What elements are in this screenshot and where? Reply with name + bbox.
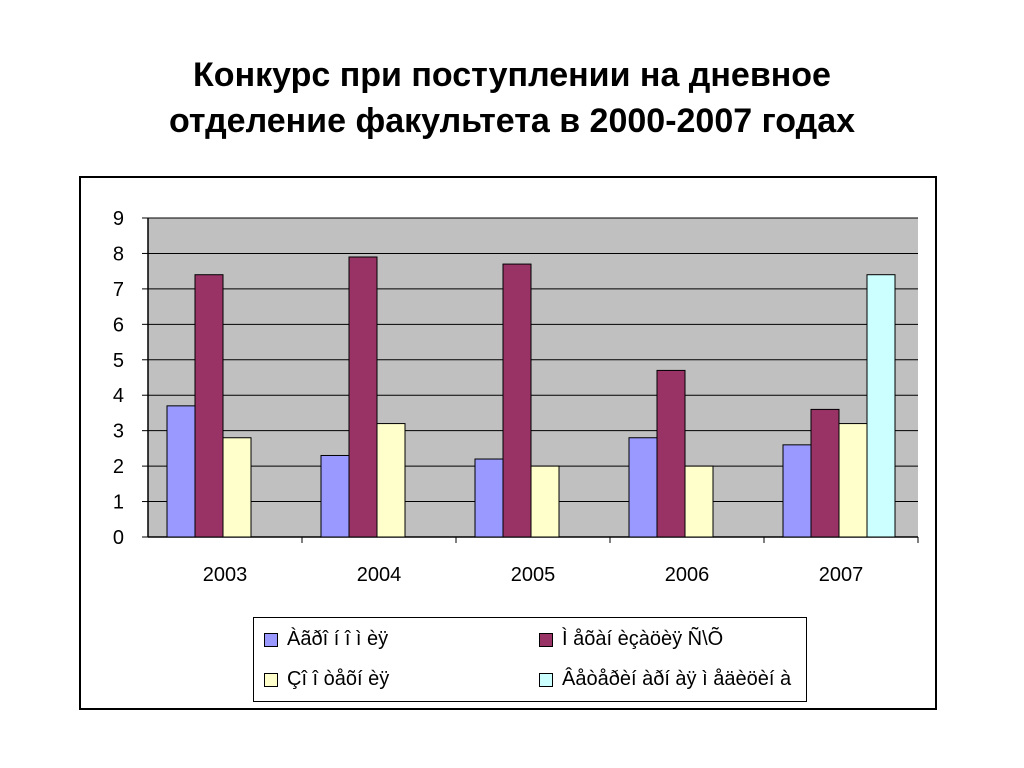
legend-swatch-series-1 xyxy=(264,632,278,647)
bar-series-2-2005 xyxy=(502,263,532,538)
y-tick-label: 6 xyxy=(113,314,124,336)
bar-series-3-2004 xyxy=(376,423,406,538)
x-category-label: 2005 xyxy=(511,564,556,586)
y-tick-label: 2 xyxy=(113,456,124,478)
y-tick-label: 5 xyxy=(113,350,124,372)
y-tick-label: 4 xyxy=(113,385,124,407)
y-tick-label: 3 xyxy=(113,421,124,443)
y-tick-label: 1 xyxy=(113,492,124,514)
legend-item-series-2: Ì åõàí èçàöèÿ Ñ\Õ xyxy=(539,628,723,651)
bar-series-1-2004 xyxy=(320,454,350,538)
legend-item-series-4: Âåòåðèí àðí àÿ ì åäèöèí à xyxy=(539,668,791,691)
y-tick-label: 8 xyxy=(113,243,124,265)
bar-series-3-2003 xyxy=(222,437,252,538)
x-category-label: 2006 xyxy=(665,564,710,586)
bar-series-2-2006 xyxy=(656,369,686,538)
slide-title-line-1: Конкурс при поступлении на дневное xyxy=(193,56,831,94)
bar-series-3-2007 xyxy=(838,423,868,538)
bar-series-2-2004 xyxy=(348,256,378,538)
bar-series-2-2007 xyxy=(810,408,840,538)
bar-series-2-2003 xyxy=(194,274,224,538)
legend-label-series-2: Ì åõàí èçàöèÿ Ñ\Õ xyxy=(562,628,724,650)
legend-swatch-series-2 xyxy=(539,632,553,647)
slide-title-line-2: отделение факультета в 2000-2007 годах xyxy=(168,102,856,140)
slide-title: Конкурс при поступлении на дневное отдел… xyxy=(60,52,964,144)
bar-series-1-2003 xyxy=(166,405,196,538)
bar-series-4-2007 xyxy=(866,274,896,538)
bar-series-1-2007 xyxy=(782,444,812,538)
x-category-label: 2003 xyxy=(203,564,248,586)
bar-series-3-2006 xyxy=(684,465,714,538)
chart-legend: Àãðî í î ì èÿ Ì åõàí èçàöèÿ Ñ\Õ Çî î òåõ… xyxy=(253,617,807,702)
legend-swatch-series-3 xyxy=(264,672,278,687)
legend-label-series-1: Àãðî í î ì èÿ xyxy=(287,628,389,650)
legend-item-series-1: Àãðî í î ì èÿ xyxy=(264,628,388,651)
bar-series-1-2005 xyxy=(474,458,504,538)
legend-item-series-3: Çî î òåõí èÿ xyxy=(264,668,389,691)
y-tick-label: 9 xyxy=(113,208,124,230)
bar-series-1-2006 xyxy=(628,437,658,538)
legend-label-series-3: Çî î òåõí èÿ xyxy=(287,668,390,690)
y-tick-label: 0 xyxy=(113,527,124,549)
legend-label-series-4: Âåòåðèí àðí àÿ ì åäèöèí à xyxy=(562,668,792,690)
legend-swatch-series-4 xyxy=(539,672,553,687)
x-category-label: 2007 xyxy=(819,564,864,586)
bar-series-3-2005 xyxy=(530,465,560,538)
x-category-label: 2004 xyxy=(357,564,402,586)
y-tick-label: 7 xyxy=(113,279,124,301)
